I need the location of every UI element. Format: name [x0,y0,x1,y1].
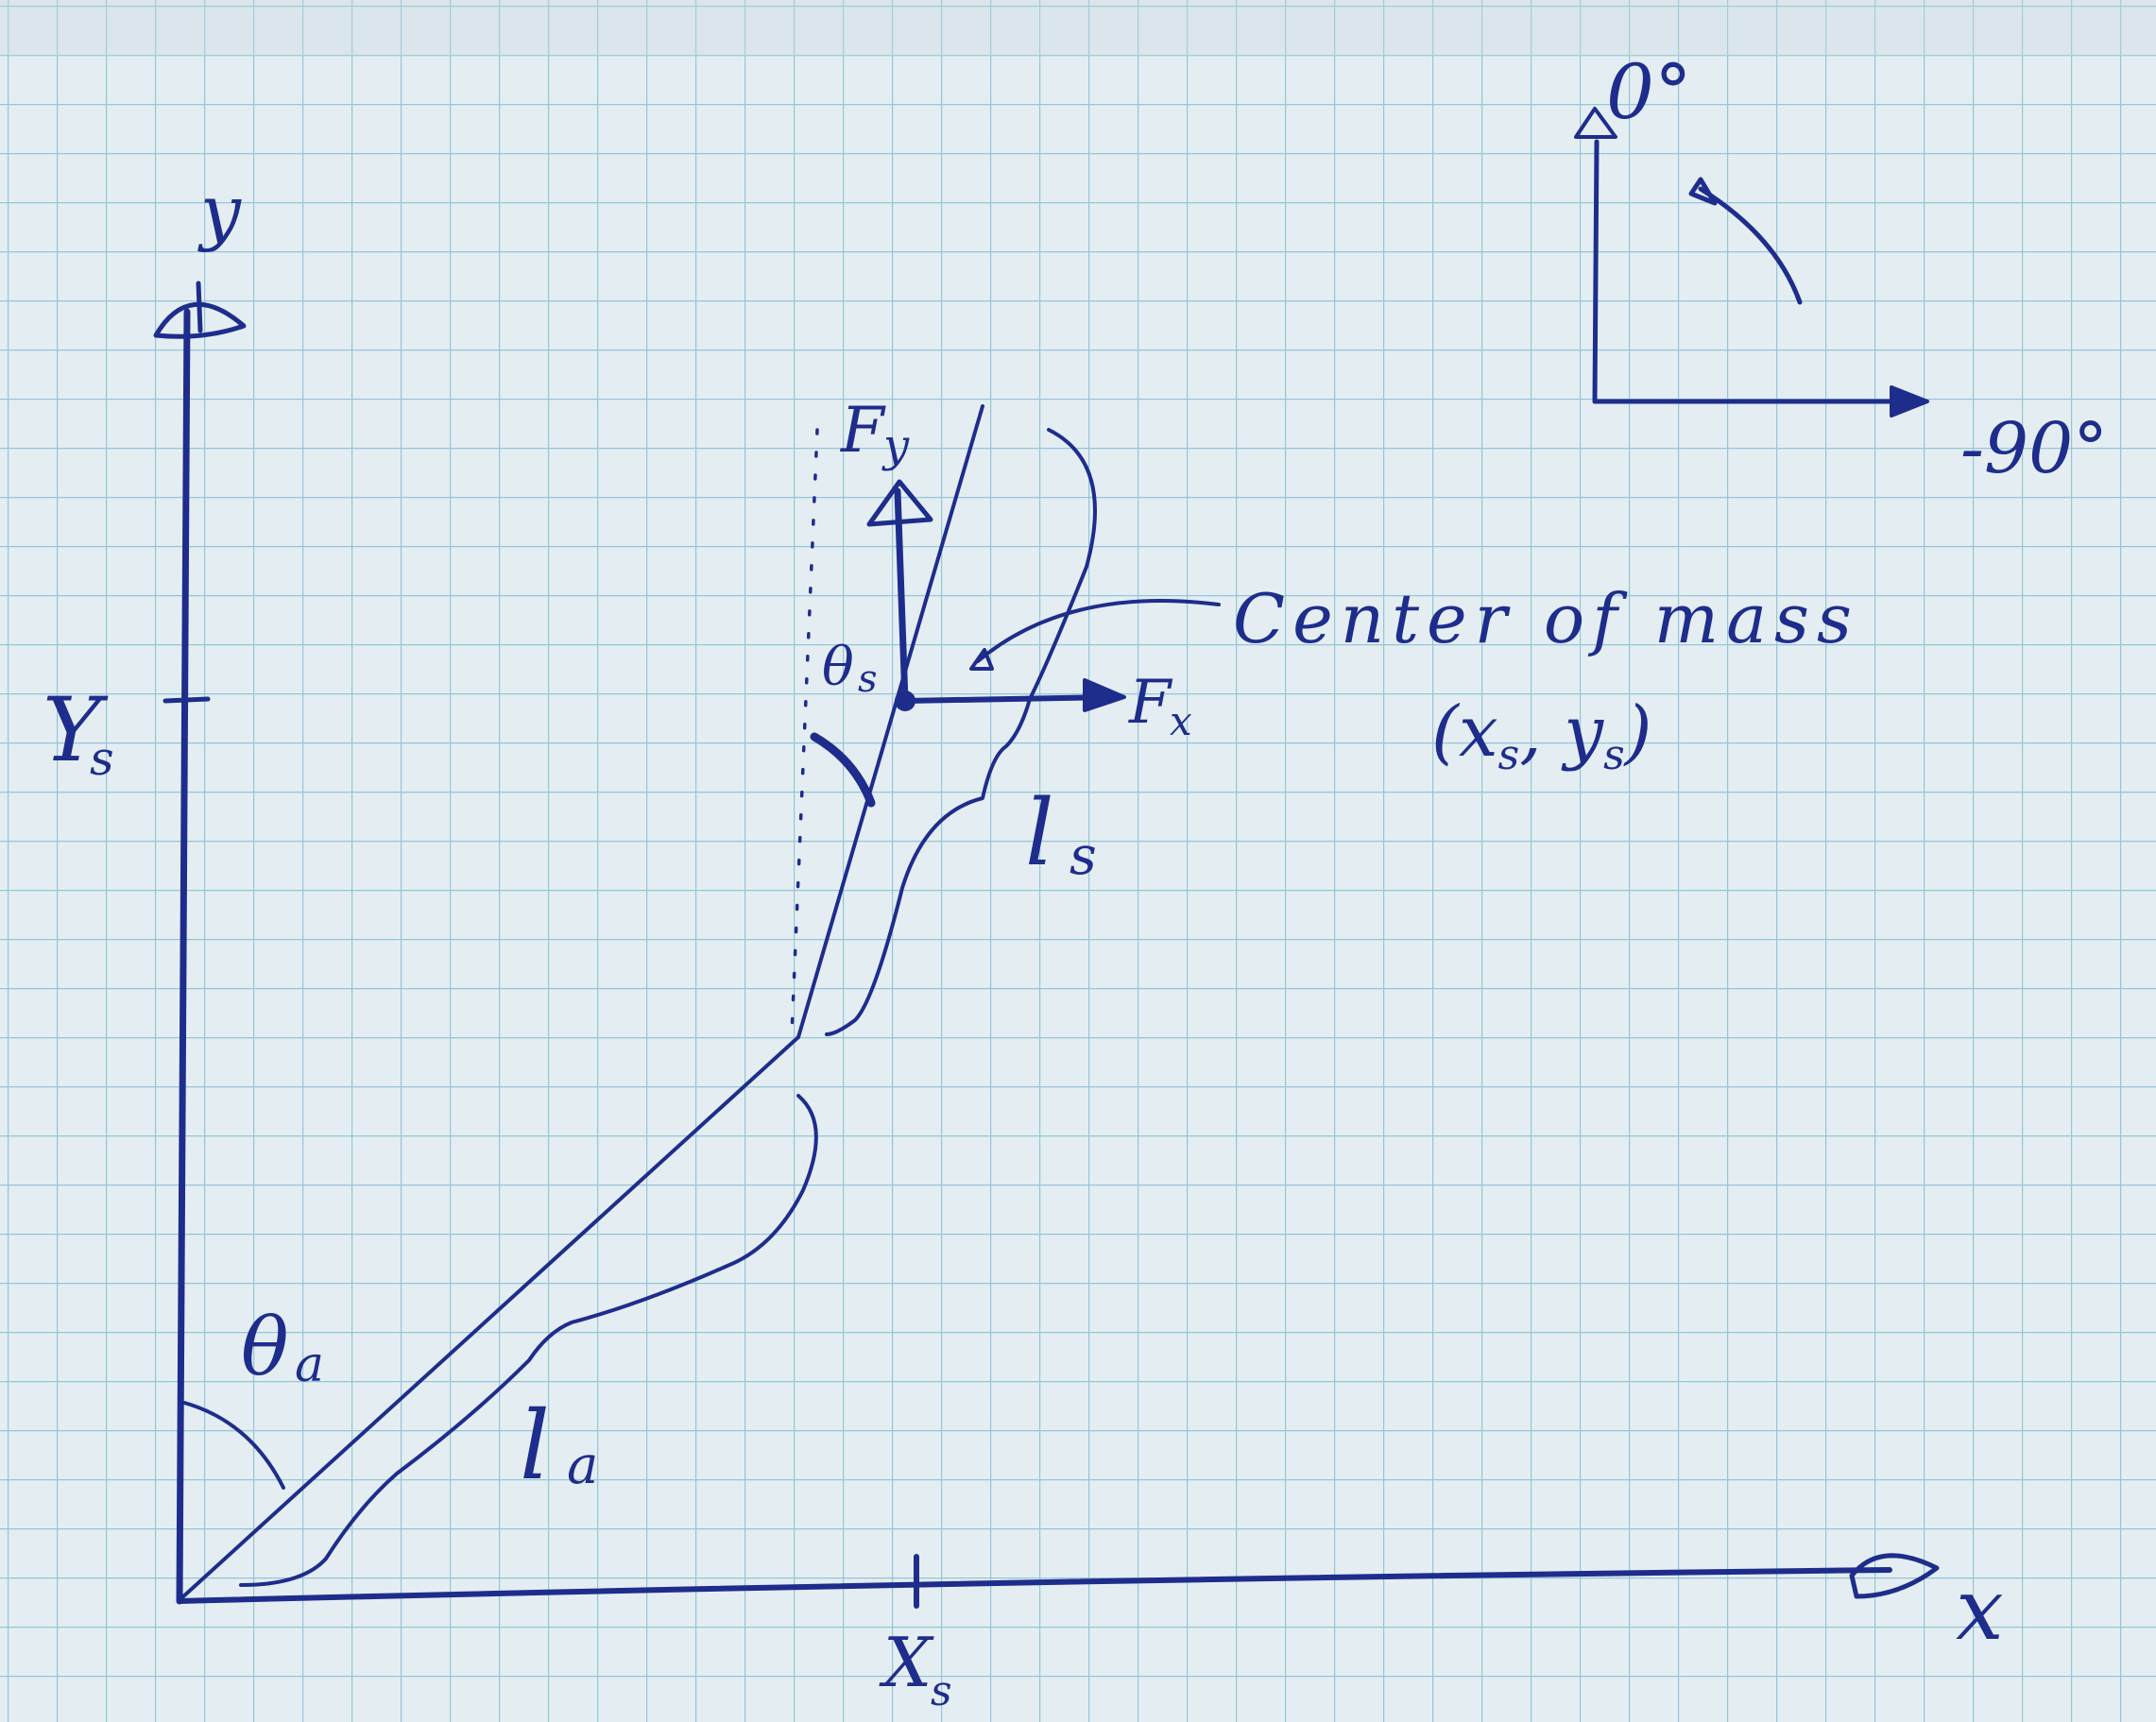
la-label-sub: a [567,1435,598,1496]
orientation-up-arrow-head [1574,107,1617,139]
theta-s-label-sub: s [858,657,878,701]
coords-open: (x [1431,691,1498,773]
ys-tick-label-sub: s [90,731,114,786]
x-axis-line [177,1567,1892,1604]
la-label: l [520,1390,550,1501]
xs-tick-label-sub: s [931,1667,952,1715]
la-brace [239,1094,818,1587]
ls-label-sub: s [1069,826,1097,887]
coords-close: ) [1623,691,1652,773]
theta-a-arc [182,1401,285,1490]
y-axis-line [176,308,191,1605]
xs-tick-label: X [879,1623,934,1702]
y-axis-arrow-head [153,281,247,339]
fy-label: F [840,394,886,467]
x-axis-arrow-head [1849,1553,1940,1599]
orientation-rotation-arrow [1698,186,1803,305]
ys-tick-mark [163,696,211,704]
theta-a-label-sub: a [295,1337,324,1393]
com-leader-arrow-head [969,648,994,671]
coords-sub-2: s [1603,731,1625,779]
orientation-rotation-arrow-head [1688,177,1718,206]
fx-arrow-head [1083,678,1126,712]
labels: y Y s X s x θ s θ a F y F x l s l a Cent… [43,48,2108,1715]
coords-mid: , y [1519,691,1604,773]
forearm-segment [796,404,984,1039]
fy-label-sub: y [881,419,910,472]
fx-vector [902,694,1118,704]
coords-sub-1: s [1498,731,1520,779]
theta-s-arc [810,732,876,808]
center-of-mass-label: Center of mass [1233,579,1859,658]
com-leader-curve [976,599,1221,663]
orientation-zero-label: 0° [1606,48,1692,136]
fx-label: F [1128,668,1173,738]
orientation-neg-ninety-label: -90° [1960,408,2108,489]
fy-arrow-head [866,479,933,527]
orientation-vertical [1592,139,1600,404]
ink-drawing [153,107,1940,1609]
ys-tick-label: Y [43,679,109,782]
theta-a-label: θ [241,1301,289,1393]
fy-vector [894,487,909,705]
upper-arm-segment [180,1035,800,1600]
y-axis-label: y [197,169,242,253]
theta-s-label: θ [822,637,854,698]
fx-label-sub: x [1170,698,1192,744]
orientation-right-arrow-head [1890,385,1929,418]
ls-brace [825,428,1097,1036]
ls-label: l [1025,780,1054,886]
center-of-mass-coords: (xs, ys) [1431,691,1652,779]
paper-top-shade [0,0,2156,57]
x-axis-label: x [1956,1560,2004,1660]
